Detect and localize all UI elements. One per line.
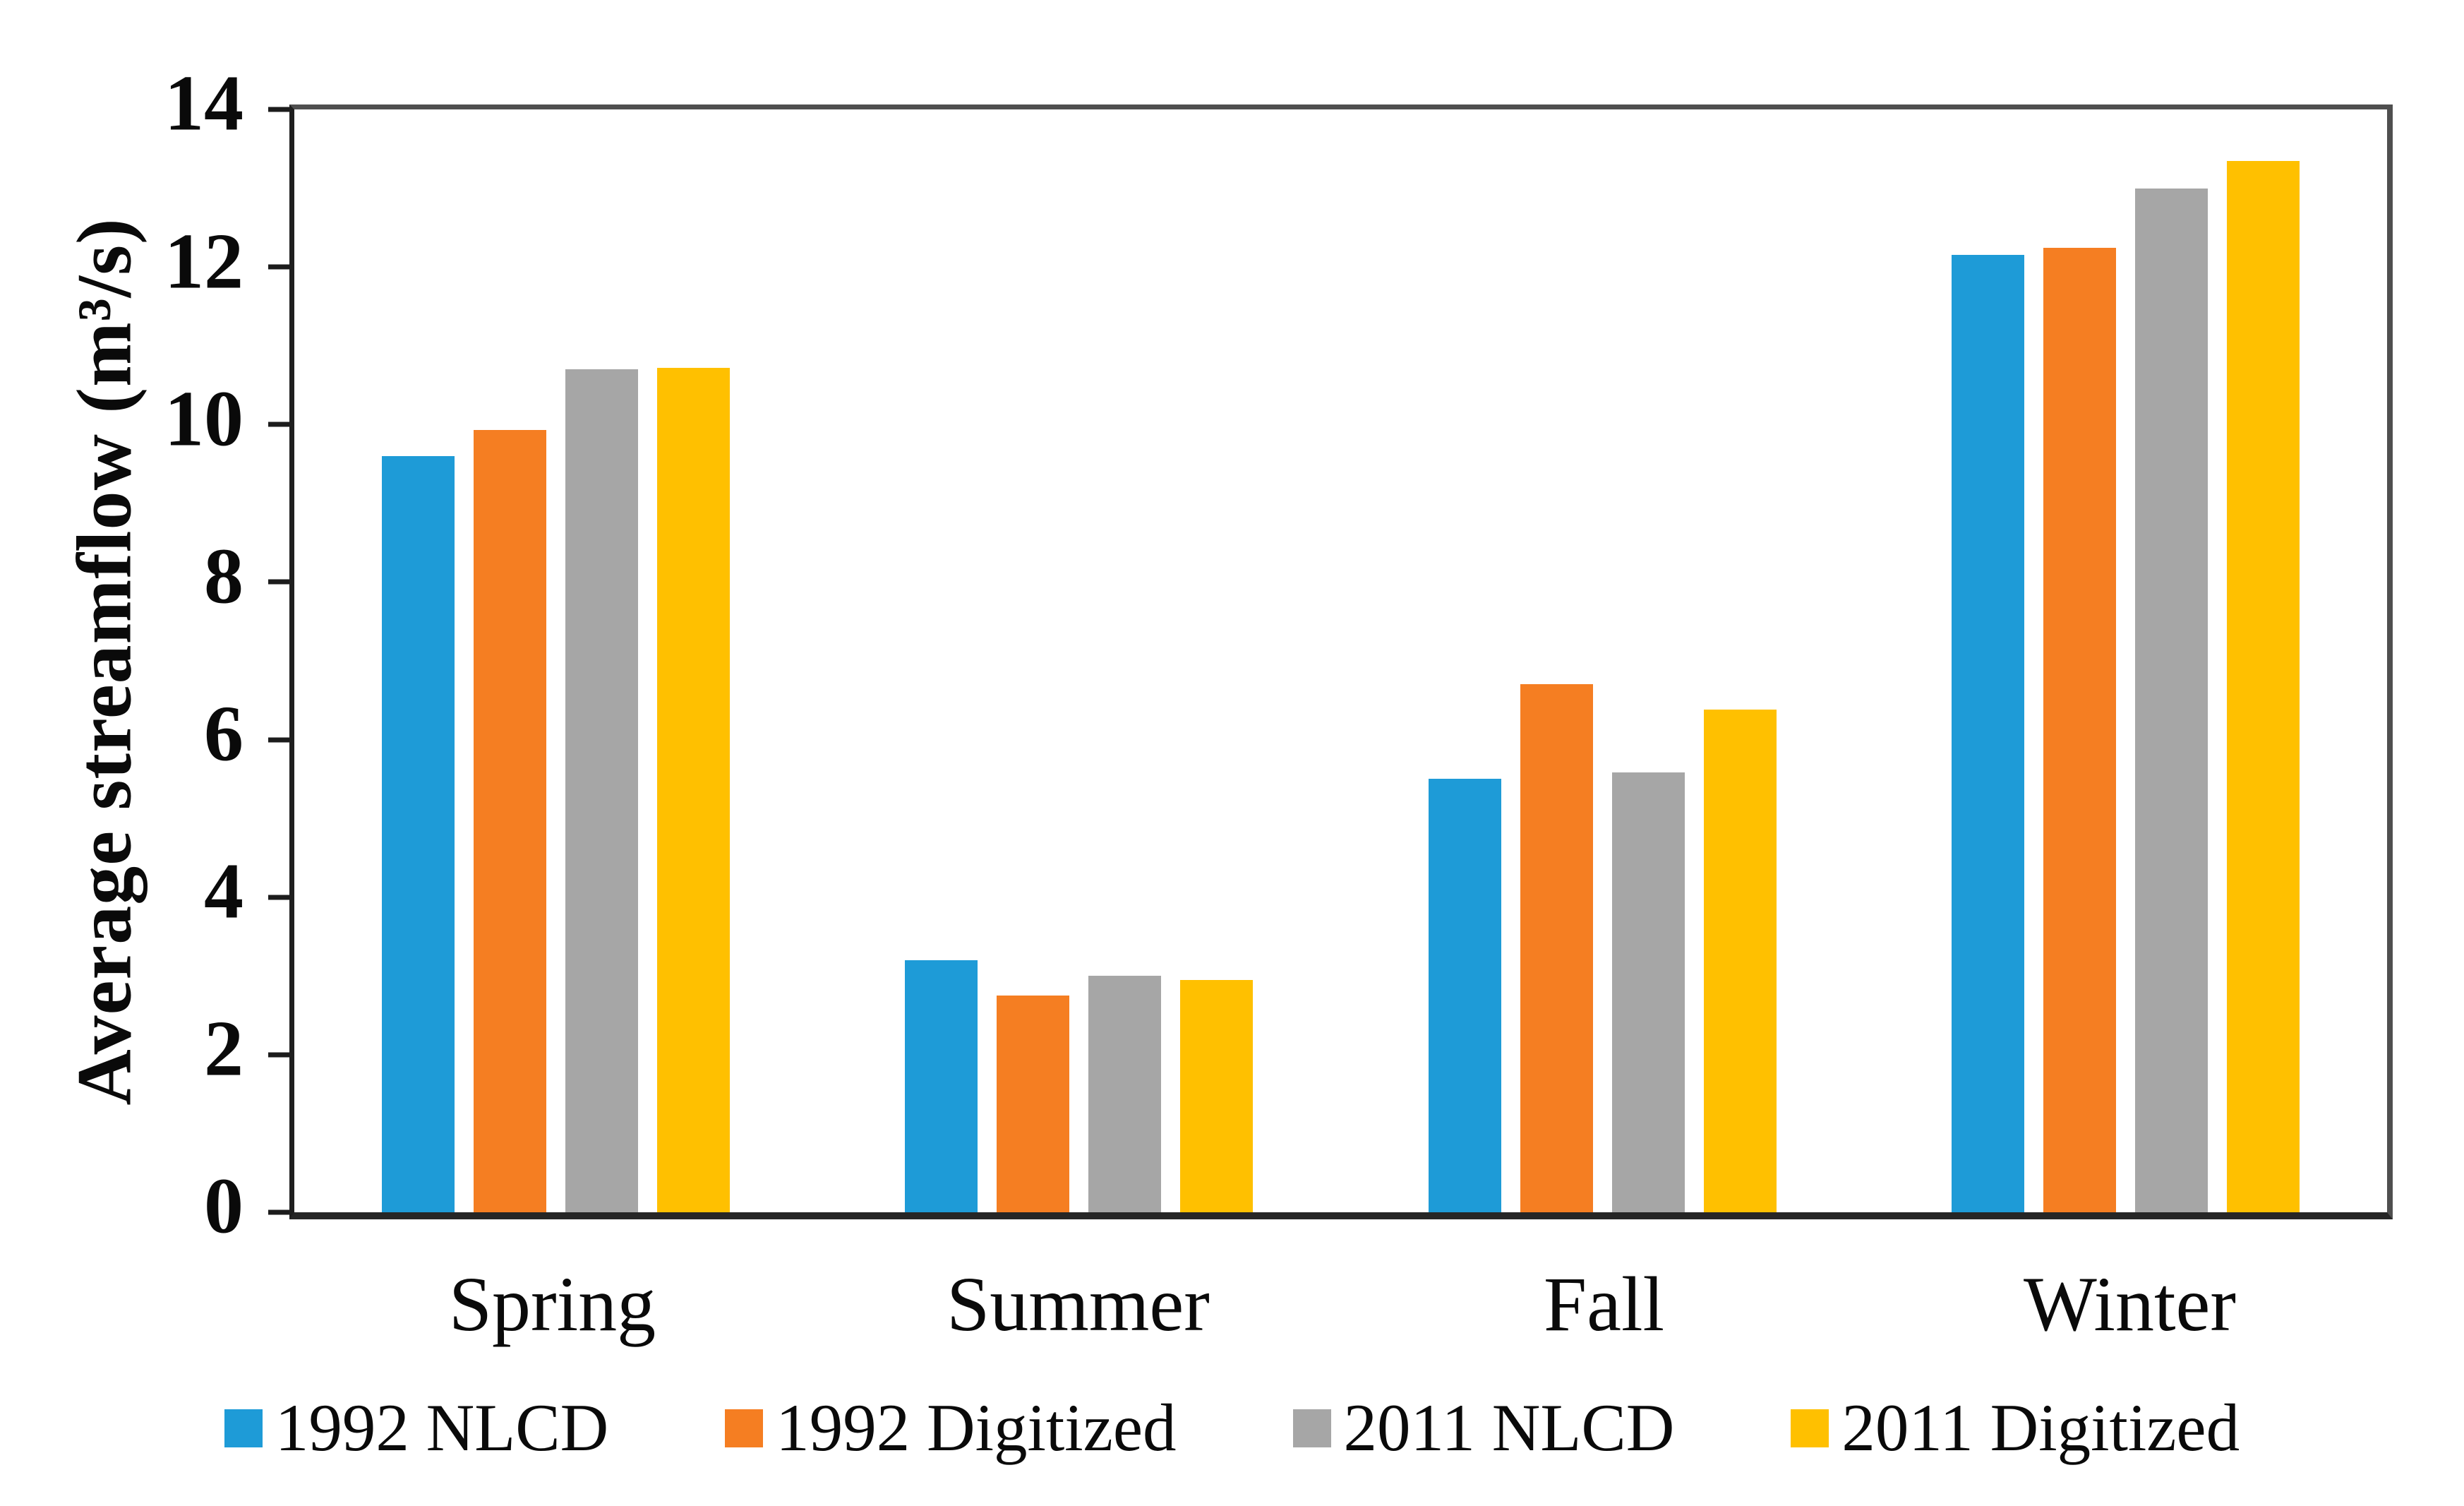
bar-2011-nlcd-summer — [1088, 976, 1162, 1212]
bar-1992-nlcd-summer — [905, 960, 978, 1212]
bar-2011-nlcd-winter — [2134, 188, 2208, 1212]
y-tick-label-10: 10 — [164, 375, 244, 463]
bar-2011-digitized-spring — [657, 367, 731, 1212]
bar-groups — [294, 109, 2387, 1212]
y-tick-6 — [268, 737, 289, 743]
x-category-label-spring: Spring — [448, 1261, 656, 1347]
y-tick-label-8: 8 — [204, 532, 244, 621]
legend-swatch-2011-digitized — [1791, 1409, 1829, 1447]
y-tick-label-6: 6 — [204, 690, 244, 778]
legend-label-1992-nlcd: 1992 NLCD — [275, 1390, 609, 1465]
y-tick-12 — [268, 264, 289, 270]
legend-item-1992-digitized: 1992 Digitized — [725, 1390, 1177, 1465]
legend-swatch-1992-digitized — [725, 1409, 764, 1447]
bar-2011-nlcd-fall — [1611, 772, 1685, 1212]
bar-1992-nlcd-winter — [1951, 255, 2024, 1212]
x-category-label-fall: Fall — [1543, 1261, 1665, 1347]
legend-label-1992-digitized: 1992 Digitized — [776, 1390, 1177, 1465]
plot-inner: 0 2 4 6 8 10 12 14 — [164, 64, 2387, 1246]
y-tick-label-2: 2 — [204, 1005, 244, 1093]
x-category-label-summer: Summer — [946, 1261, 1210, 1347]
y-tick-0 — [268, 1209, 289, 1215]
legend-item-1992-nlcd: 1992 NLCD — [224, 1394, 608, 1462]
bar-1992-nlcd-fall — [1428, 779, 1501, 1212]
x-category-label-winter: Winter — [2024, 1261, 2236, 1347]
bar-1992-digitized-fall — [1520, 684, 1593, 1212]
y-tick-14 — [268, 107, 289, 112]
plot-area: 0 2 4 6 8 10 12 14 — [164, 64, 2393, 1246]
bar-2011-digitized-winter — [2226, 160, 2300, 1212]
legend-swatch-1992-nlcd — [224, 1409, 263, 1447]
bar-group-summer — [817, 109, 1340, 1212]
y-tick-label-14: 14 — [164, 60, 244, 148]
x-axis-category-labels: Spring Summer Fall Winter — [289, 1265, 2393, 1343]
legend-label-2011-digitized: 2011 Digitized — [1841, 1390, 2240, 1465]
bar-1992-digitized-spring — [474, 430, 547, 1212]
bar-2011-digitized-fall — [1703, 710, 1777, 1212]
y-tick-8 — [268, 579, 289, 585]
bar-group-winter — [1864, 109, 2387, 1212]
bar-2011-nlcd-spring — [565, 369, 639, 1212]
legend-item-2011-nlcd: 2011 NLCD — [1292, 1390, 1675, 1465]
y-tick-4 — [268, 895, 289, 900]
bar-group-spring — [294, 109, 817, 1212]
legend-label-2011-nlcd: 2011 NLCD — [1343, 1390, 1675, 1465]
bar-1992-digitized-summer — [997, 996, 1070, 1212]
legend-item-2011-digitized: 2011 Digitized — [1791, 1394, 2240, 1462]
y-tick-label-0: 0 — [204, 1163, 244, 1251]
bar-2011-digitized-summer — [1180, 979, 1254, 1212]
y-tick-10 — [268, 422, 289, 427]
y-tick-label-12: 12 — [164, 217, 244, 306]
y-tick-2 — [268, 1052, 289, 1058]
bar-1992-digitized-winter — [2043, 248, 2116, 1212]
y-tick-label-4: 4 — [204, 847, 244, 936]
legend: 1992 NLCD 1992 Digitized 2011 NLCD 2011 Dig… — [0, 1394, 2464, 1462]
bar-group-fall — [1341, 109, 1864, 1212]
legend-swatch-2011-nlcd — [1292, 1409, 1331, 1447]
bar-1992-nlcd-spring — [382, 455, 455, 1212]
y-axis-title: Average streamflow (m³/s) — [61, 217, 148, 1106]
